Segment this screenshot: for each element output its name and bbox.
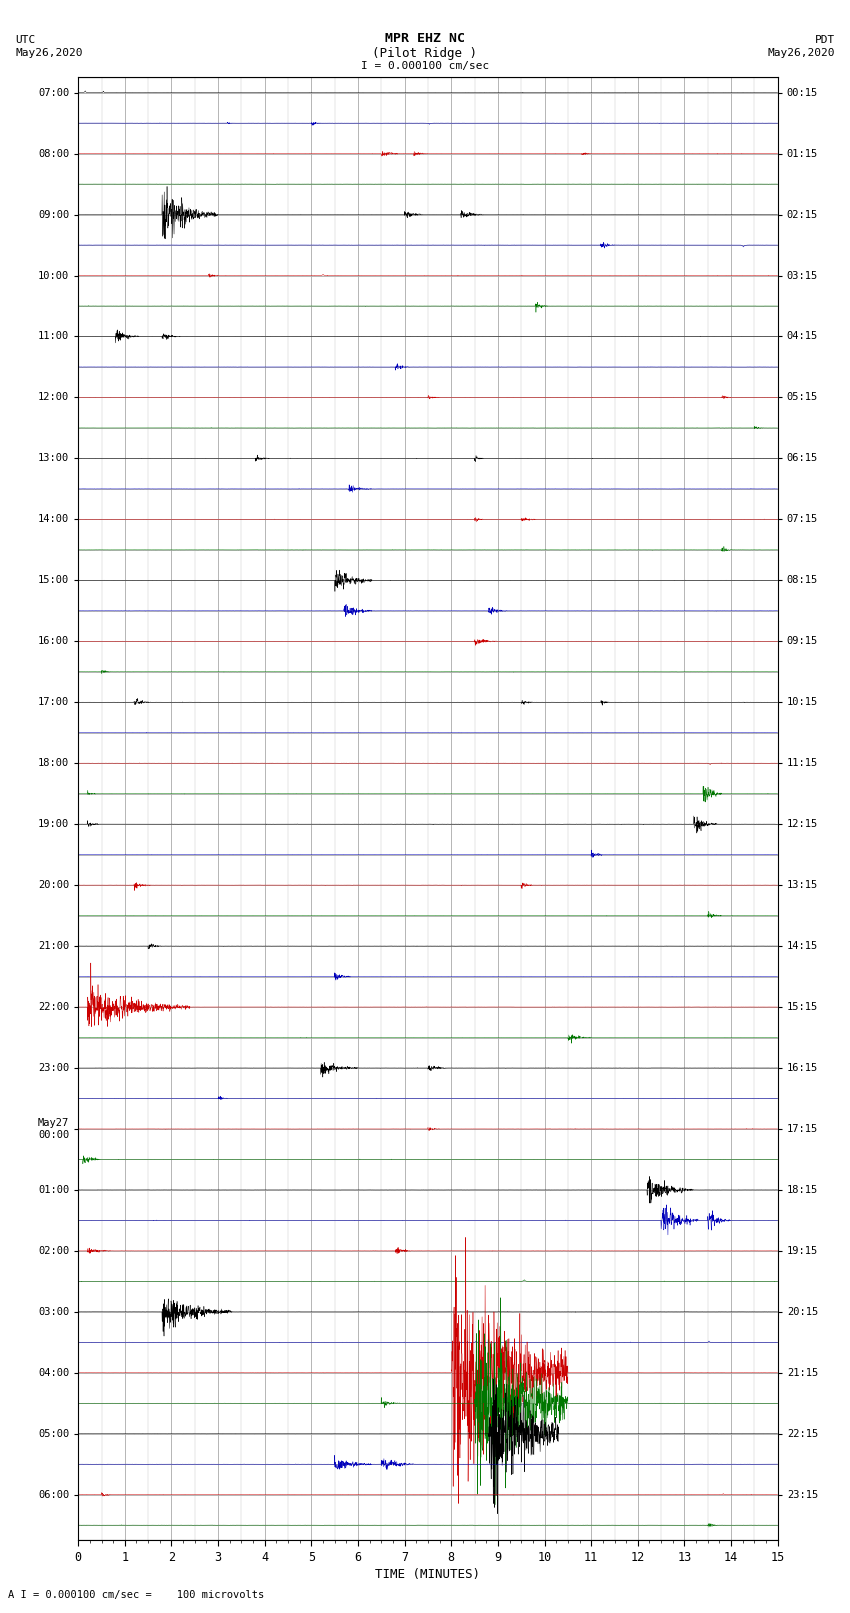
Text: May26,2020: May26,2020 [768,48,835,58]
Text: (Pilot Ridge ): (Pilot Ridge ) [372,47,478,60]
Text: MPR EHZ NC: MPR EHZ NC [385,32,465,45]
Text: May26,2020: May26,2020 [15,48,82,58]
Text: PDT: PDT [814,35,835,45]
X-axis label: TIME (MINUTES): TIME (MINUTES) [376,1568,480,1581]
Text: UTC: UTC [15,35,36,45]
Text: A I = 0.000100 cm/sec =    100 microvolts: A I = 0.000100 cm/sec = 100 microvolts [8,1590,264,1600]
Text: I = 0.000100 cm/sec: I = 0.000100 cm/sec [361,61,489,71]
